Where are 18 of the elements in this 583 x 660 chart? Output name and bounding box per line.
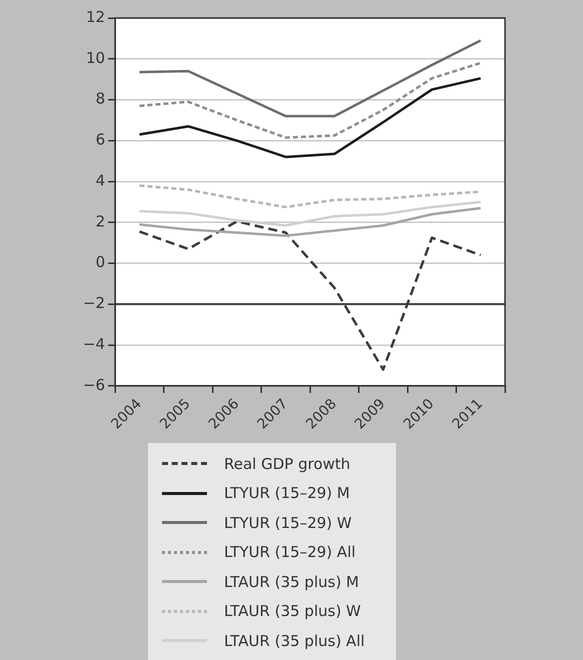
y-tick-label: 12 bbox=[86, 8, 106, 26]
y-tick-label: 8 bbox=[96, 90, 106, 108]
legend-label: LTAUR (35 plus) W bbox=[224, 602, 361, 620]
y-tick-label: −2 bbox=[82, 294, 106, 312]
y-tick-label: −6 bbox=[82, 376, 106, 394]
y-tick-label: 4 bbox=[96, 171, 106, 190]
legend-label: LTYUR (15–29) All bbox=[224, 543, 356, 562]
y-tick-label: 0 bbox=[96, 253, 106, 272]
y-tick-label: −4 bbox=[82, 334, 106, 353]
legend-label: LTYUR (15–29) W bbox=[224, 514, 352, 532]
y-tick-label: 6 bbox=[96, 130, 106, 149]
line-series bbox=[138, 62, 482, 139]
legend-label: Real GDP growth bbox=[224, 454, 350, 473]
y-tick-label: 2 bbox=[96, 212, 106, 230]
legend-label: LTYUR (15–29) M bbox=[224, 484, 350, 502]
y-tick-label: 10 bbox=[86, 48, 106, 67]
legend-label: LTAUR (35 plus) M bbox=[224, 572, 359, 591]
legend-label: LTAUR (35 plus) All bbox=[224, 632, 365, 650]
